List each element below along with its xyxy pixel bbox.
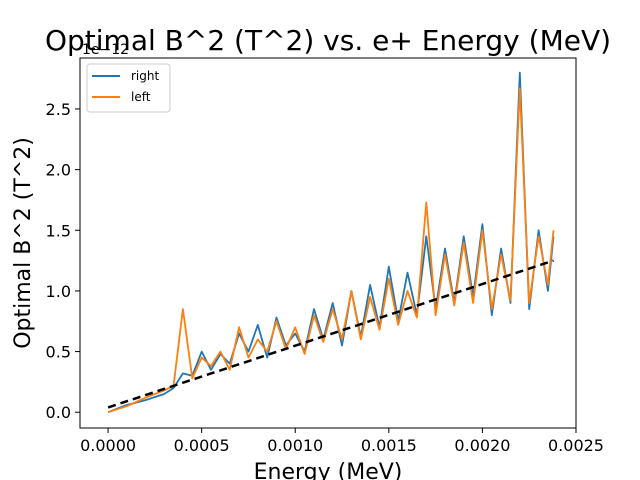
fit-line [107,259,554,409]
x-tick-label: 0.0000 [80,436,136,455]
x-tick-label: 0.0015 [361,436,417,455]
axes-frame [79,57,577,429]
x-tick-label: 0.0005 [174,436,230,455]
y-tick-label: 1.0 [46,282,71,301]
chart-title: Optimal B^2 (T^2) vs. e+ Energy (MeV) [45,24,611,57]
legend: right left [86,63,171,113]
legend-label-left: left [131,90,151,104]
y-offset-label: 1e−12 [82,42,129,58]
series-line-right [107,71,555,414]
y-axis-label: Optimal B^2 (T^2) [11,137,36,349]
x-tick-label: 0.0020 [454,436,510,455]
x-tick-label: 0.0010 [267,436,323,455]
y-tick-label: 2.0 [46,161,71,180]
x-tick-label: 0.0025 [548,436,604,455]
y-tick-label: 2.5 [46,100,71,119]
y-tick-label: 0.5 [46,343,71,362]
ticks: 0.0000 0.0005 0.0010 0.0015 0.0020 0.0025 0.0 0… [46,100,604,455]
y-tick-label: 0.0 [46,403,71,422]
x-axis-label: Energy (MeV) [254,460,403,480]
plot-area [107,71,555,414]
legend-label-right: right [131,69,159,83]
y-tick-label: 1.5 [46,221,71,240]
series-line-left [107,87,555,414]
